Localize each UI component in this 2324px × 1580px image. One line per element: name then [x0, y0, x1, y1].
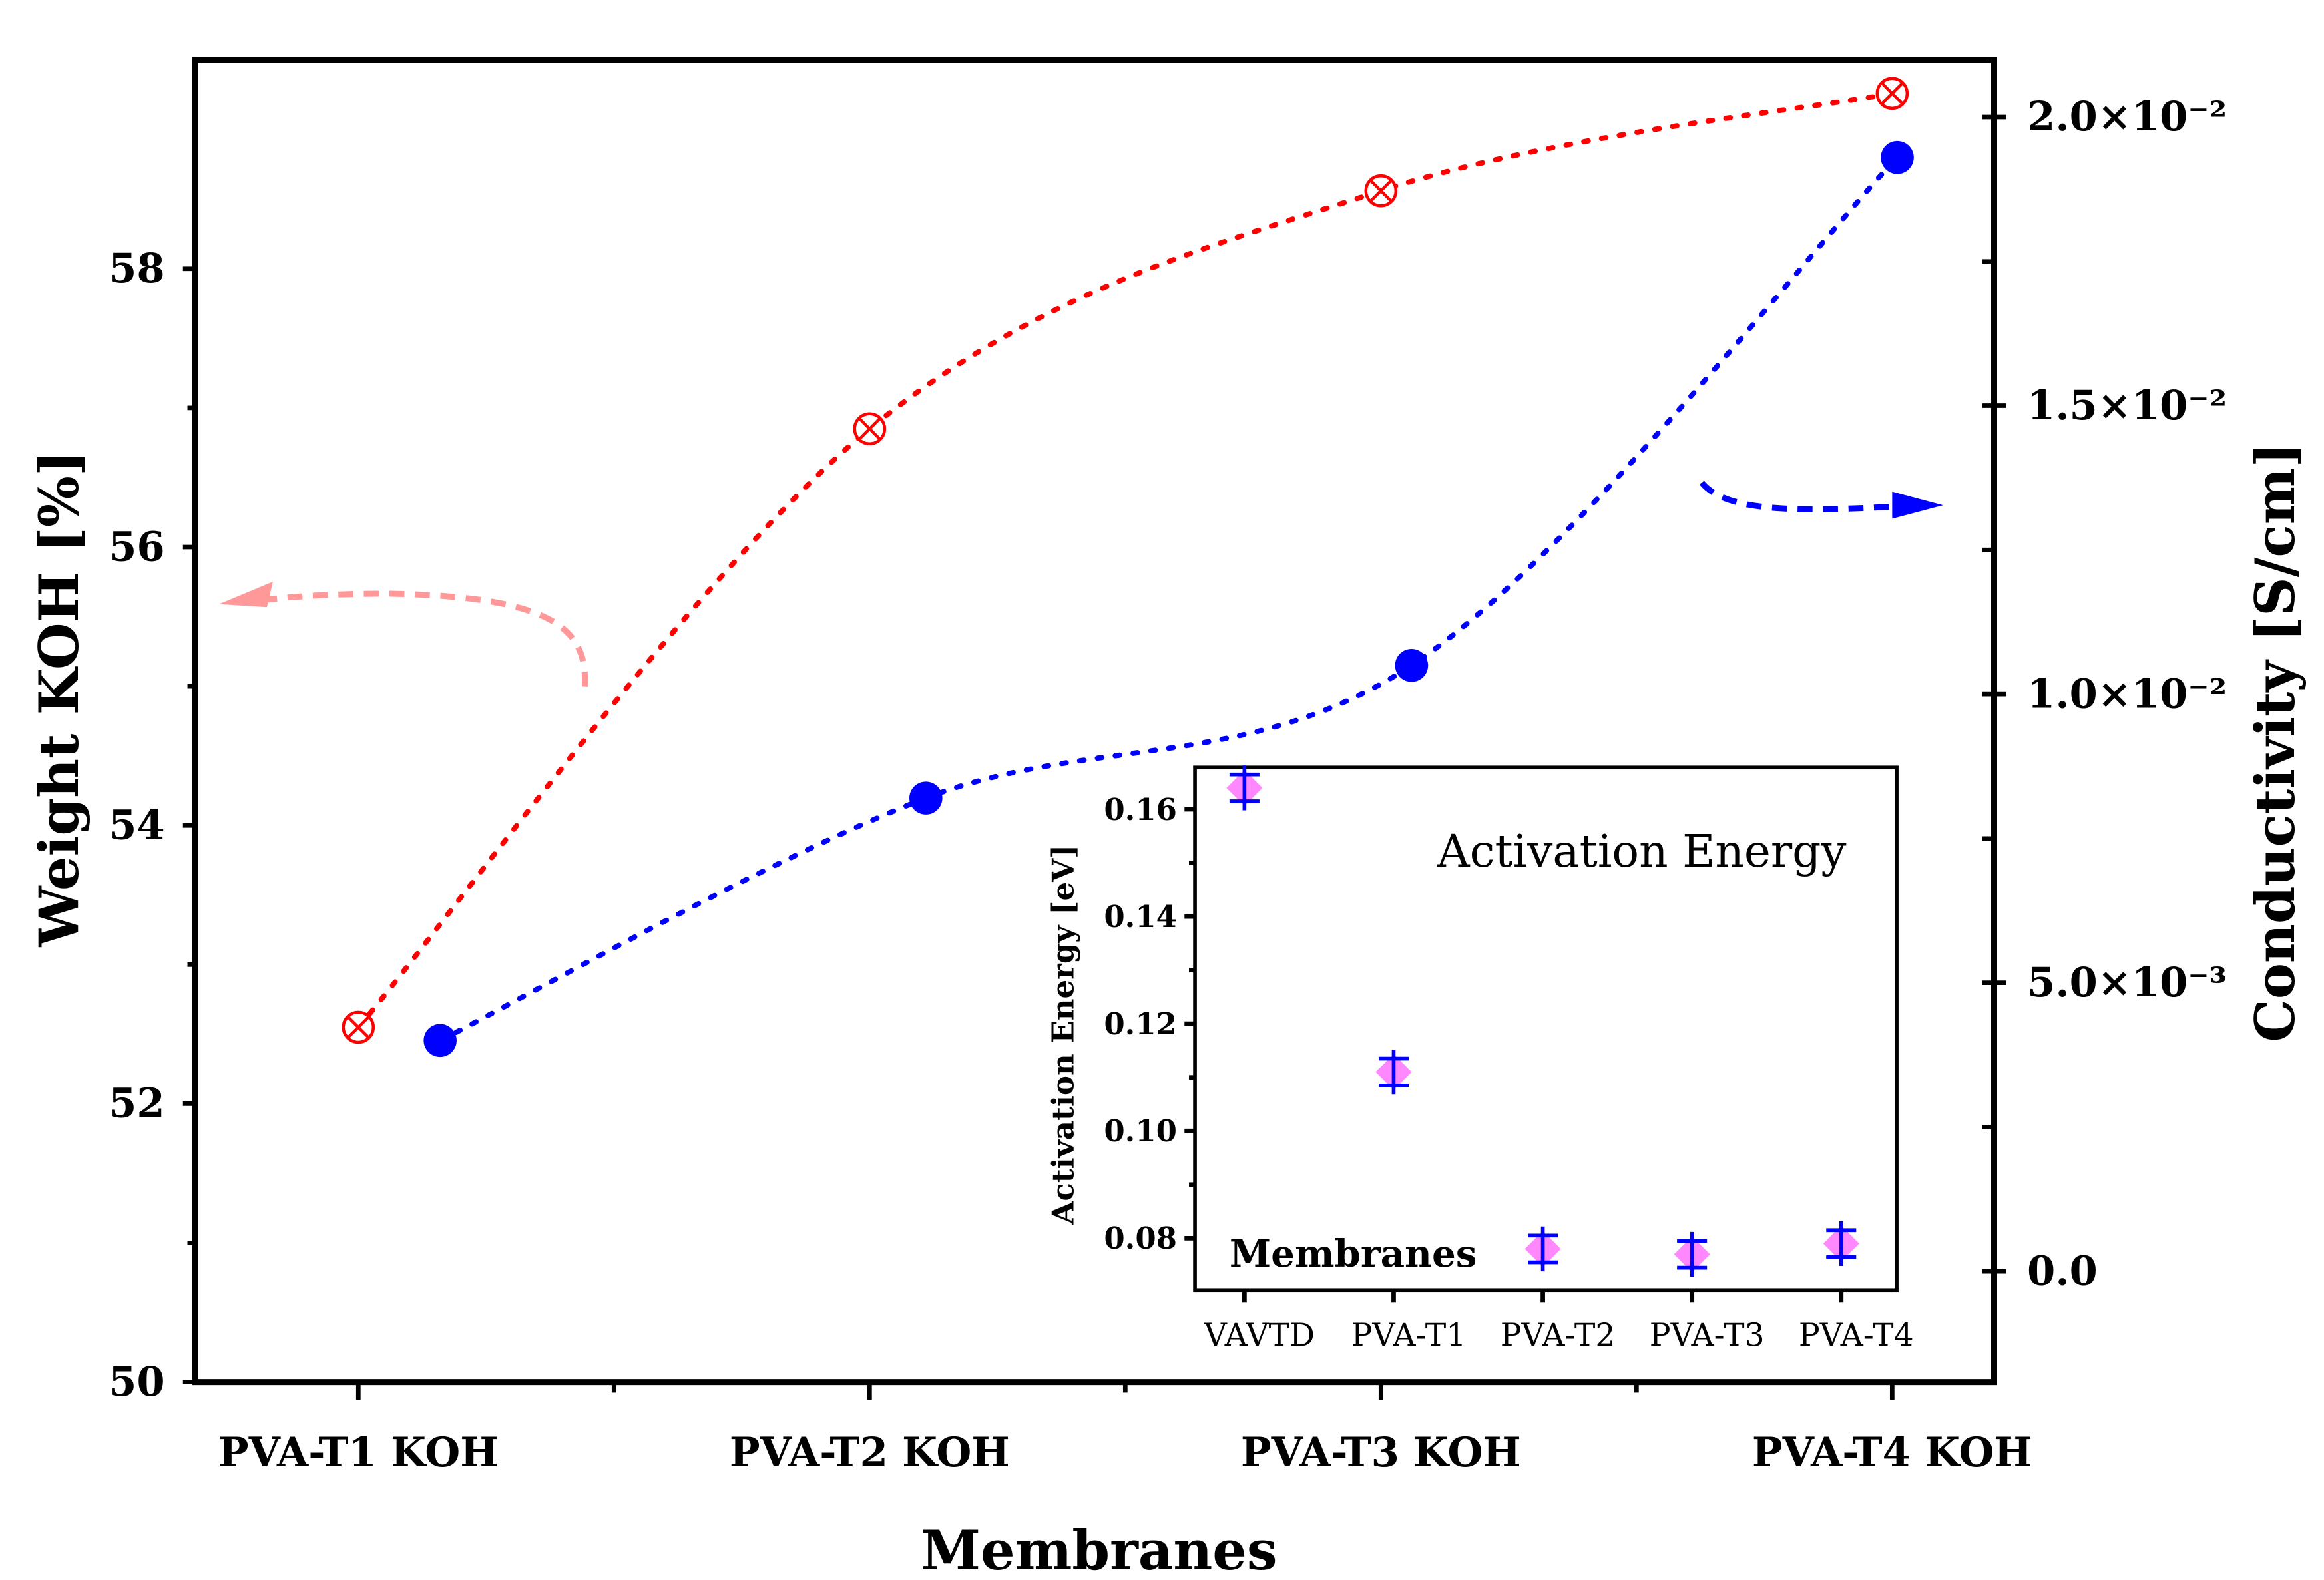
activation-energy-point — [1226, 765, 1263, 811]
error-bar — [1378, 1050, 1409, 1095]
arrow-right-line — [1699, 481, 1893, 512]
inset-y-tick-label: 0.10 — [1104, 1113, 1177, 1149]
x-tick-label: PVA-T2 KOH — [730, 1429, 1010, 1476]
y-right-tick-label: 2.0×10⁻² — [2027, 93, 2227, 140]
inset-x-tick-label: PVA-T1 — [1351, 1318, 1467, 1354]
error-bar — [1677, 1231, 1708, 1277]
activation-energy-point — [1375, 1050, 1412, 1095]
main-series-markers — [342, 77, 1914, 1058]
annotation-arrows — [218, 481, 1943, 687]
conductivity-point — [909, 781, 943, 815]
inset-x-tick-label: PVA-T3 — [1650, 1318, 1765, 1354]
inset-chart: 0.08 0.10 0.12 0.14 0.16 VAVTD PVA-T1 PVA-T2 PVA… — [1046, 765, 1914, 1354]
inset-y-tick-label: 0.14 — [1104, 899, 1177, 934]
x-axis-title: Membranes — [921, 1519, 1277, 1580]
inset-y-tick-label: 0.12 — [1104, 1006, 1177, 1042]
y-right-tick-label: 0.0 — [2027, 1247, 2098, 1294]
main-axis-ticks: 50 52 54 56 58 0.0 5.0×10⁻³ 1.0×10⁻² 1.5×10⁻² 2.0… — [109, 93, 2227, 1476]
error-bar — [1826, 1221, 1857, 1267]
arrow-left-line — [266, 590, 588, 687]
series-line-conductivity — [437, 154, 1900, 1044]
inset-x-axis-title: Membranes — [1230, 1232, 1477, 1276]
weight-koh-point — [342, 1010, 375, 1044]
inset-x-tick-label: VAVTD — [1204, 1318, 1315, 1354]
main-plot-frame — [192, 57, 1998, 1386]
y-left-tick-label: 54 — [109, 801, 165, 849]
conductivity-point — [1881, 140, 1914, 174]
point-x — [857, 417, 881, 441]
inset-x-tick-label: PVA-T2 — [1501, 1318, 1616, 1354]
point-x — [1369, 179, 1393, 203]
y-right-tick-label: 5.0×10⁻³ — [2027, 959, 2227, 1006]
x-tick-label: PVA-T1 KOH — [218, 1429, 499, 1476]
activation-energy-point — [1524, 1226, 1561, 1272]
inset-axis-ticks: 0.08 0.10 0.12 0.14 0.16 VAVTD PVA-T1 PVA-T2 PVA… — [1104, 792, 1913, 1354]
error-bar — [1528, 1226, 1558, 1272]
error-bar — [1229, 765, 1260, 811]
weight-koh-point — [1875, 77, 1909, 110]
inset-y-tick-label: 0.08 — [1104, 1221, 1177, 1256]
y-left-tick-label: 56 — [109, 523, 165, 570]
y-right-axis-title: Conductivity [S/cm] — [2244, 442, 2307, 1042]
conductivity-point — [1395, 648, 1429, 682]
arrow-left-head — [218, 581, 273, 608]
inset-y-tick-label: 0.16 — [1104, 792, 1177, 827]
weight-koh-point — [1364, 174, 1398, 208]
inset-frame — [1193, 765, 1899, 1293]
y-left-tick-label: 58 — [109, 245, 165, 292]
y-left-tick-label: 50 — [109, 1358, 165, 1406]
point-x — [346, 1016, 370, 1039]
arrow-right-head — [1892, 491, 1943, 519]
x-tick-label: PVA-T4 KOH — [1752, 1429, 2032, 1476]
x-tick-label: PVA-T3 KOH — [1241, 1429, 1521, 1476]
main-series-lines — [355, 91, 1900, 1044]
y-left-axis-title: Weight KOH [%] — [28, 451, 91, 948]
y-left-tick-label: 52 — [109, 1080, 165, 1127]
point-x — [1880, 81, 1904, 105]
weight-koh-point — [853, 412, 887, 446]
y-right-tick-label: 1.0×10⁻² — [2027, 670, 2227, 717]
inset-title: Activation Energy — [1437, 825, 1847, 877]
conductivity-point — [423, 1024, 457, 1058]
inset-y-axis-title: Activation Energy [eV] — [1046, 845, 1081, 1225]
series-line-weight-koh — [355, 91, 1895, 1030]
inset-x-tick-label: PVA-T4 — [1799, 1318, 1914, 1354]
y-right-tick-label: 1.5×10⁻² — [2027, 382, 2227, 429]
inset-markers — [1226, 765, 1859, 1277]
